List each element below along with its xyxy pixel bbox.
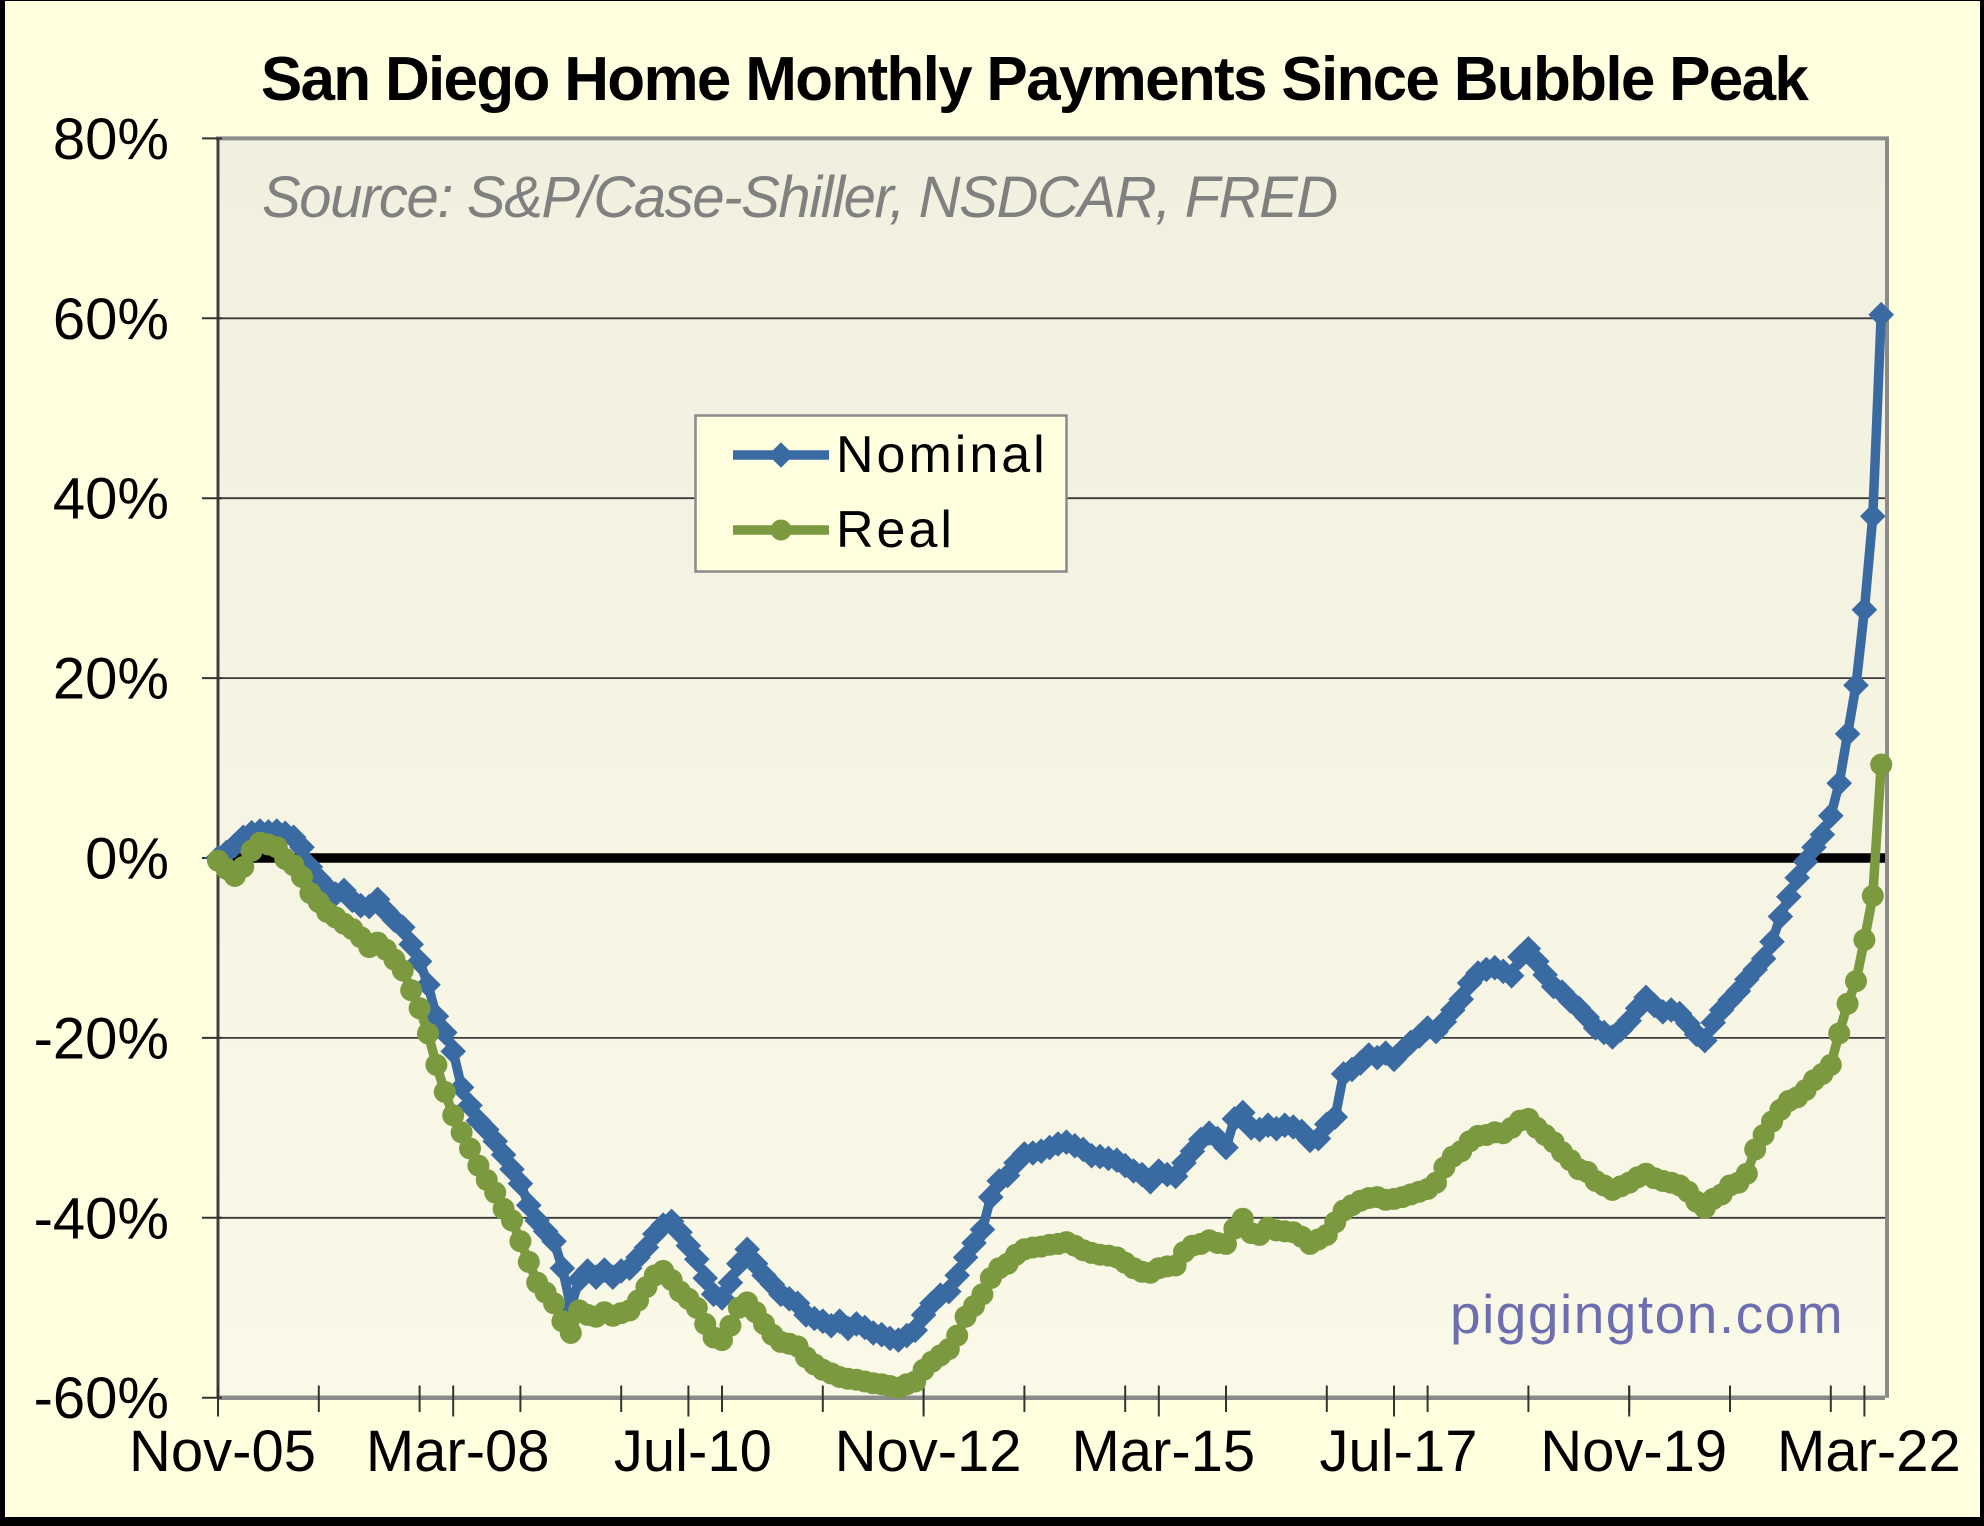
svg-text:Source: S&P/Case-Shiller, NSDC: Source: S&P/Case-Shiller, NSDCAR, FRED [262,165,1337,230]
svg-text:Jul-10: Jul-10 [614,1419,772,1484]
svg-text:80%: 80% [53,107,169,172]
svg-text:San Diego Home Monthly Payment: San Diego Home Monthly Payments Since Bu… [261,45,1810,114]
svg-text:-20%: -20% [34,1006,169,1071]
svg-text:-40%: -40% [34,1186,169,1251]
svg-text:-60%: -60% [34,1366,169,1431]
svg-text:Nominal: Nominal [836,426,1048,484]
svg-text:20%: 20% [53,647,169,712]
svg-text:piggington.com: piggington.com [1450,1283,1844,1345]
svg-text:Nov-05: Nov-05 [129,1419,316,1484]
svg-text:Mar-22: Mar-22 [1777,1419,1961,1484]
svg-text:Nov-19: Nov-19 [1540,1419,1727,1484]
svg-text:Jul-17: Jul-17 [1320,1419,1478,1484]
svg-text:60%: 60% [53,287,169,352]
svg-text:Mar-15: Mar-15 [1071,1419,1255,1484]
svg-text:Real: Real [836,501,955,559]
svg-text:0%: 0% [85,827,169,892]
svg-text:Mar-08: Mar-08 [366,1419,550,1484]
svg-text:40%: 40% [53,467,169,532]
svg-text:Nov-12: Nov-12 [835,1419,1022,1484]
